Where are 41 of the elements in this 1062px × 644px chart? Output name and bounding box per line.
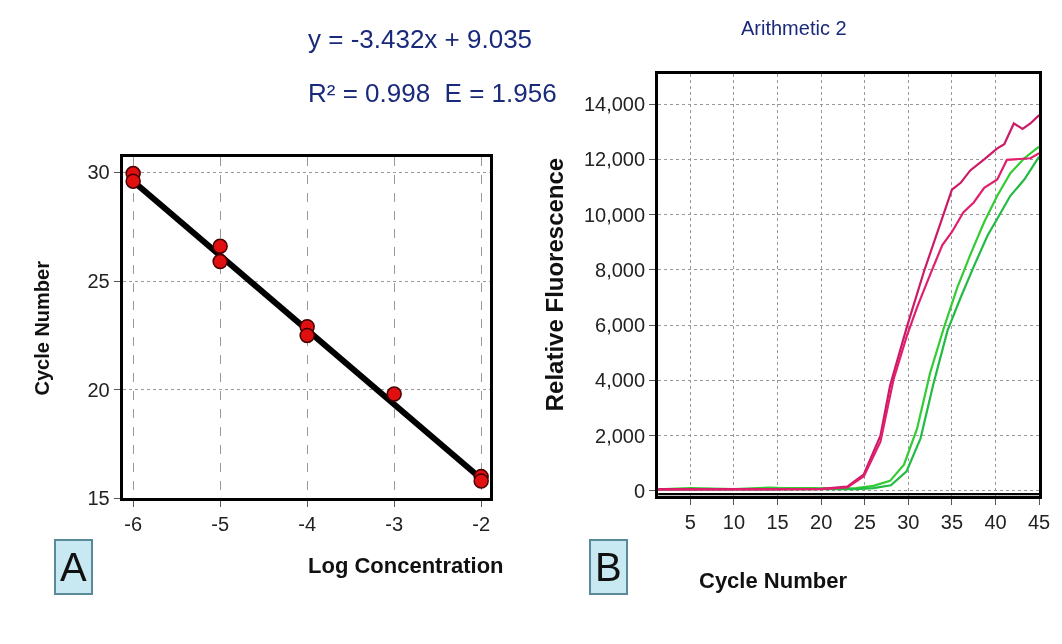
x-tick-label: -5 <box>211 513 230 536</box>
y-axis-title: Cycle Number <box>30 260 53 396</box>
x-tick-label: -4 <box>298 513 317 536</box>
x-tick-label: 25 <box>853 511 876 534</box>
y-tick-label: 10,000 <box>583 203 646 226</box>
y-tick-label: 2,000 <box>595 424 646 447</box>
x-tick-label: 20 <box>810 511 833 534</box>
text: B <box>595 545 622 589</box>
x-tick-label: -3 <box>385 513 404 536</box>
y-tick-label: 20 <box>87 378 110 401</box>
x-tick-label: 10 <box>722 511 746 534</box>
point <box>212 238 228 255</box>
point <box>299 327 315 344</box>
y-tick-label: 25 <box>87 270 110 293</box>
chart-title: y = -3.432x + 9.035 <box>308 24 533 54</box>
y-tick-label: 8,000 <box>595 258 646 281</box>
x-tick-label: -6 <box>124 513 143 536</box>
x-tick-label: -2 <box>472 513 491 536</box>
y-tick-label: 6,000 <box>595 314 646 337</box>
chart-subtitle: R² = 0.998 E = 1.956 <box>308 78 557 108</box>
chart-title: Arithmetic 2 <box>741 17 847 39</box>
x-axis-title: Log Concentration <box>308 553 504 578</box>
text: A <box>60 545 87 589</box>
x-tick-label: 35 <box>940 511 964 534</box>
point <box>386 386 402 402</box>
x-tick-label: 40 <box>984 511 1007 534</box>
x-tick-label: 45 <box>1028 511 1051 534</box>
x-axis-title: Cycle Number <box>699 568 848 593</box>
y-tick-label: 30 <box>87 161 110 184</box>
point <box>473 473 489 489</box>
y-tick-label: 4,000 <box>595 369 646 392</box>
x-tick-label: 30 <box>897 511 920 534</box>
y-tick-label: 14,000 <box>583 93 646 116</box>
point <box>212 253 228 270</box>
y-tick-label: 12,000 <box>583 148 646 171</box>
y-axis-title: Relative Fluorescence <box>541 157 569 412</box>
y-tick-label: 15 <box>87 487 110 510</box>
y-tick-label: 0 <box>633 479 646 502</box>
point <box>125 173 141 189</box>
x-tick-label: 5 <box>684 511 696 534</box>
x-tick-label: 15 <box>766 511 789 534</box>
